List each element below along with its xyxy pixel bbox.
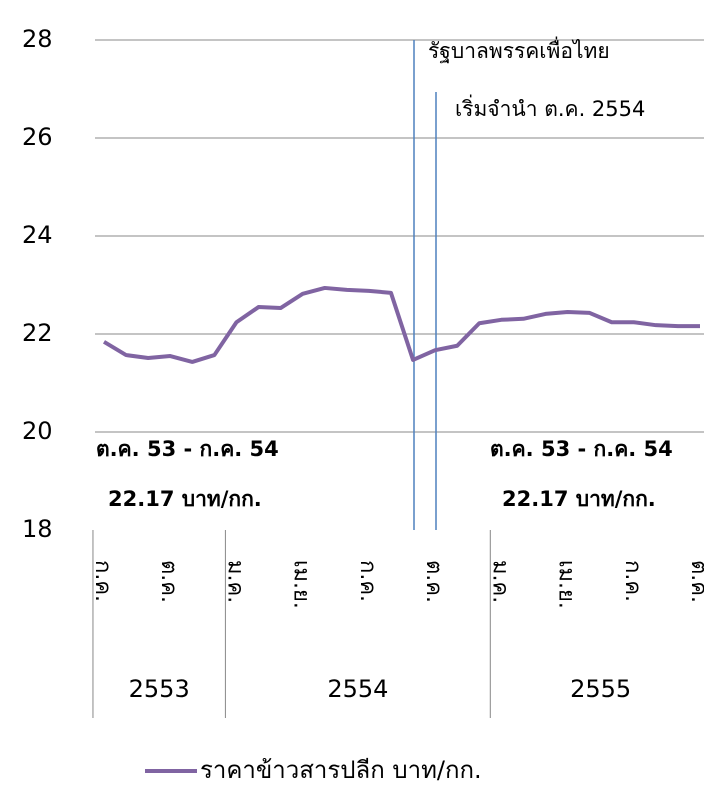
annotation: เริ่มจำนำ ต.ค. 2554	[455, 94, 645, 121]
series-line	[102, 285, 700, 364]
x-tick-label: เม.ย.	[289, 560, 314, 609]
y-tick-label: 28	[22, 25, 53, 53]
x-axis: ก.ค. ต.ค. ม.ค. เม.ย. ก.ค. ต.ค. ม.ค. เม.ย. ก.ค. ต.…	[90, 530, 704, 718]
y-tick-label: 22	[22, 319, 53, 347]
x-tick-label: ก.ค.	[355, 560, 380, 602]
x-tick-label: ม.ค.	[487, 560, 512, 603]
y-tick-label: 20	[22, 417, 53, 445]
x-tick-label: เม.ย.	[554, 560, 579, 609]
annotation: 22.17 บาท/กก.	[502, 487, 656, 511]
x-tick-label: ต.ค.	[686, 560, 704, 603]
annotation: 22.17 บาท/กก.	[108, 487, 262, 511]
legend-label: ราคาข้าวสารปลีก บาท/กก.	[200, 756, 482, 784]
annotation: รัฐบาลพรรคเพื่อไทย	[428, 36, 610, 63]
annotation: ต.ค. 53 - ก.ค. 54	[96, 437, 279, 461]
group-label: 2555	[570, 675, 631, 703]
annotation: ต.ค. 53 - ก.ค. 54	[490, 437, 673, 461]
y-tick-label: 18	[22, 515, 53, 543]
group-label: 2553	[129, 675, 190, 703]
y-tick-label: 26	[22, 123, 53, 151]
x-tick-label: ม.ค.	[222, 560, 247, 603]
y-tick-label: 24	[22, 221, 53, 249]
x-tick-label: ก.ค.	[90, 560, 115, 602]
group-label: 2554	[327, 675, 388, 703]
x-tick-label: ต.ค.	[156, 560, 181, 603]
x-tick-label: ต.ค.	[421, 560, 446, 603]
x-tick-label: ก.ค.	[620, 560, 645, 602]
